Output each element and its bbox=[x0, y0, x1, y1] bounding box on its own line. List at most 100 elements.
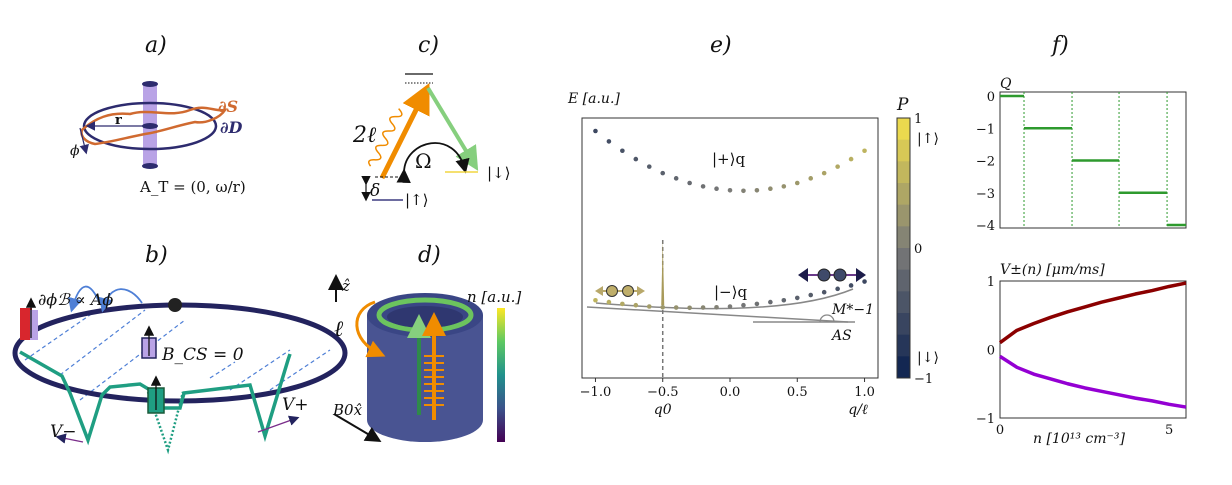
q-tick-label: 0 bbox=[987, 90, 995, 105]
upper-band-point bbox=[754, 187, 760, 193]
lower-band-point bbox=[835, 286, 840, 292]
panel-label-a: a) bbox=[145, 33, 167, 58]
particle bbox=[168, 298, 182, 312]
slope-line bbox=[586, 306, 849, 323]
colorbar-tick-label: −1 bbox=[914, 372, 933, 387]
two-l-label: 2ℓ bbox=[352, 123, 377, 148]
upper-band-point bbox=[781, 184, 787, 189]
upper-band-point bbox=[633, 156, 639, 162]
v-tick-label: 0 bbox=[987, 344, 995, 359]
colorbar-segment bbox=[897, 334, 910, 357]
panel-a: r ϕ ∂S ∂D A_T = (0, ω/r) bbox=[70, 81, 246, 196]
lower-band-point bbox=[660, 304, 666, 310]
lower-band-point bbox=[794, 295, 800, 301]
plot-frame-bottom bbox=[999, 280, 1187, 419]
angle-marker bbox=[819, 314, 835, 323]
down-state-label: |↓⟩ bbox=[487, 164, 510, 182]
lower-band-point bbox=[593, 297, 598, 303]
upper-band-point bbox=[660, 170, 666, 176]
b0-field-arrow bbox=[333, 413, 382, 443]
as-label: AS bbox=[830, 328, 852, 344]
x-tick-label: 1.0 bbox=[854, 385, 875, 400]
panel-label-c: c) bbox=[418, 33, 439, 58]
upper-band-point bbox=[821, 170, 827, 176]
colorbar-segment bbox=[897, 313, 910, 336]
dS-label: ∂S bbox=[218, 97, 238, 116]
upper-band-point bbox=[606, 139, 612, 144]
upper-band-point bbox=[848, 156, 854, 162]
n-tick-label: 5 bbox=[1165, 423, 1173, 438]
colorbar-segment bbox=[897, 226, 910, 249]
q0-spike bbox=[661, 240, 665, 305]
flux-tube bbox=[30, 310, 38, 340]
x-tick-label: −0.5 bbox=[647, 385, 679, 400]
polarization-colorbar: 1 0 −1 bbox=[896, 112, 933, 387]
pump-beam-arrow bbox=[379, 83, 430, 180]
left-mover-pair bbox=[595, 285, 645, 297]
rabi-coupling-arrow bbox=[396, 142, 470, 184]
colorbar-segment bbox=[897, 291, 910, 314]
lower-band-point bbox=[606, 299, 612, 305]
colorbar-segment bbox=[897, 356, 910, 379]
upper-band-point bbox=[862, 148, 867, 154]
colorbar-segment bbox=[897, 118, 910, 141]
colorbar-segment bbox=[897, 204, 910, 227]
lower-band-point bbox=[714, 304, 719, 310]
hop-arrow bbox=[67, 285, 101, 313]
r-label: r bbox=[115, 113, 122, 128]
lower-band-point bbox=[646, 304, 652, 309]
upper-band-point bbox=[646, 164, 652, 169]
colorbar-label: n [a.u.] bbox=[467, 288, 521, 306]
x-axis-label: q/ℓ bbox=[848, 402, 868, 418]
v-axis-label: V±(n) [μm/ms] bbox=[1000, 262, 1105, 278]
upper-band-point bbox=[808, 176, 814, 181]
right-mover-pair bbox=[798, 268, 866, 282]
colorbar-tick-label: 1 bbox=[914, 112, 922, 127]
colorbar-up-label: |↑⟩ bbox=[917, 131, 939, 147]
flux-tube-ring bbox=[142, 123, 158, 129]
hop-arrow bbox=[98, 288, 143, 313]
q-tick-label: −4 bbox=[976, 219, 995, 234]
lower-band-point bbox=[673, 305, 679, 310]
loop-dD bbox=[82, 101, 218, 151]
upper-band-point bbox=[593, 128, 598, 134]
vminus-label: V− bbox=[50, 422, 77, 442]
colorbar-tick-label: 0 bbox=[914, 242, 922, 257]
n-axis-label: n [10¹³ cm⁻³] bbox=[1033, 431, 1126, 447]
panel-c: 2ℓ Ω |↓⟩ |↑⟩ δ bbox=[352, 73, 510, 209]
upper-band-point bbox=[714, 186, 719, 192]
mass-label: M*−1 bbox=[831, 302, 874, 318]
phi-label: ϕ bbox=[70, 143, 80, 159]
lower-band-point bbox=[808, 292, 814, 298]
x-tick-label: 0.5 bbox=[787, 385, 808, 400]
colorbar-segment bbox=[897, 248, 910, 271]
lower-band-point bbox=[862, 279, 867, 284]
q0-label: q0 bbox=[654, 402, 672, 418]
lower-band-point bbox=[821, 289, 827, 295]
vplus-series-line bbox=[998, 281, 1187, 345]
gradient-label: ∂ϕℬ ∝ Aϕ bbox=[38, 290, 113, 309]
upper-band-point bbox=[794, 180, 800, 186]
z-label: ẑ bbox=[341, 277, 350, 295]
chart-f: Q V±(n) [μm/ms] n [10¹³ cm⁻³] 0−1−2−3−41… bbox=[976, 76, 1187, 447]
upper-band-point bbox=[673, 176, 679, 181]
colorbar-label: P bbox=[896, 95, 909, 115]
red-flux-tube bbox=[20, 308, 32, 340]
lower-band-point bbox=[741, 302, 746, 308]
colorbar-segment bbox=[897, 269, 910, 292]
delta-label: δ bbox=[370, 181, 380, 201]
upper-band-point bbox=[768, 186, 773, 192]
upper-band-point bbox=[835, 164, 840, 169]
panel-label-d: d) bbox=[418, 243, 441, 268]
cylinder-hole bbox=[387, 306, 463, 328]
vector-potential-formula: A_T = (0, ω/r) bbox=[139, 178, 246, 196]
flux-tube-cap bbox=[142, 163, 158, 169]
vminus-arrow bbox=[55, 433, 84, 444]
upper-band-point bbox=[687, 180, 692, 186]
colorbar-segment bbox=[897, 183, 910, 206]
colorbar-down-label: |↓⟩ bbox=[917, 350, 939, 366]
lower-band-point bbox=[687, 305, 692, 311]
upper-band-point bbox=[700, 184, 706, 189]
vplus-arrow bbox=[257, 415, 300, 433]
